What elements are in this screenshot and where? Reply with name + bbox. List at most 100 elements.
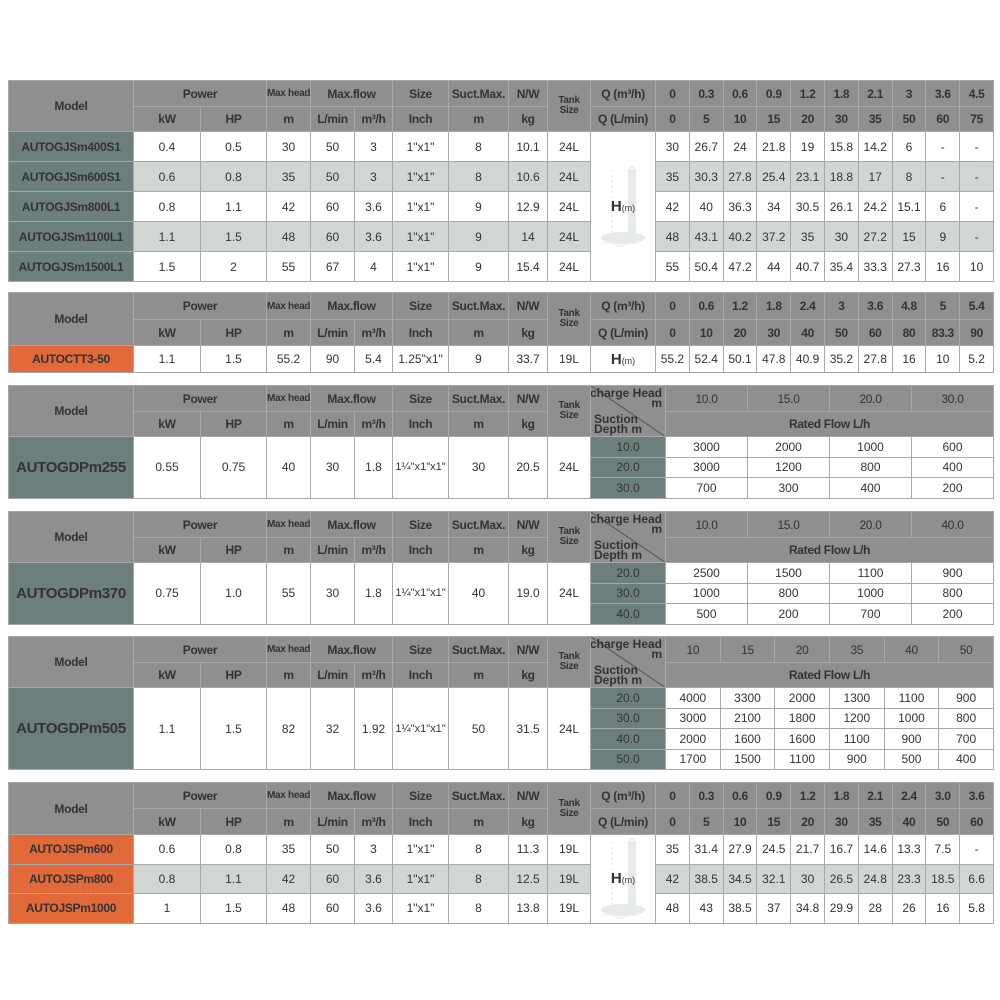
spec-suct-max: 8 xyxy=(448,893,510,924)
head-value: 44 xyxy=(756,251,792,282)
rated-flow-value: 1600 xyxy=(774,728,830,750)
head-value: 34.5 xyxy=(722,863,758,894)
header-power: Power xyxy=(132,385,268,412)
header-max-head: Max head xyxy=(266,385,312,412)
head-value: 23.1 xyxy=(790,161,825,192)
discharge-head-value: 30.0 xyxy=(911,385,995,412)
table-row: AUTOCTT3-50 1.1 1.5 55.2 90 5.4 1.25"x1" 9 33.7 1… xyxy=(8,345,994,373)
head-value: 38.5 xyxy=(722,893,758,924)
rated-flow-value: 2100 xyxy=(719,707,776,729)
subheader-inch: Inch xyxy=(392,537,450,563)
spec-flow-lmin: 67 xyxy=(310,251,356,282)
head-value: 6.6 xyxy=(959,863,994,894)
head-value: 35.4 xyxy=(824,251,859,282)
spec-nw: 12.5 xyxy=(508,863,549,894)
subheader-m3h: m³/h xyxy=(354,537,394,563)
spec-flow-lmin: 60 xyxy=(310,221,356,252)
q-lmin-value: 20 xyxy=(790,808,825,835)
header-size: Size xyxy=(392,80,450,107)
spec-nw: 19.0 xyxy=(508,562,549,625)
rated-flow-value: 500 xyxy=(665,603,749,625)
rated-flow-value: 800 xyxy=(911,582,995,604)
subheader-lmin: L/min xyxy=(310,537,356,563)
suction-depth-value: 40.0 xyxy=(590,603,667,625)
header-tank-size: Tank Size xyxy=(547,782,592,835)
subheader-m3h: m³/h xyxy=(354,808,394,835)
head-value: 17 xyxy=(857,161,893,192)
rated-flow-label: Rated Flow L/h xyxy=(665,411,995,437)
q-lmin-value: 0 xyxy=(655,106,690,132)
spec-tank: 19L xyxy=(547,893,592,924)
q-m3h-value: 4.5 xyxy=(959,80,994,107)
spec-table-4: Model Power Max head Max.flow Size Suct.Max. N… xyxy=(8,511,995,625)
header-max-flow: Max.flow xyxy=(310,636,394,663)
rated-flow-value: 1200 xyxy=(828,707,885,729)
spec-size: 1"x1" xyxy=(392,191,450,222)
spec-nw: 33.7 xyxy=(508,345,549,373)
model-name: AUTOGDPm370 xyxy=(8,562,134,625)
rated-flow-value: 800 xyxy=(829,456,913,478)
q-lmin-value: 30 xyxy=(824,106,859,132)
rated-flow-value: 800 xyxy=(747,582,831,604)
q-m3h-value: 1.2 xyxy=(722,292,758,320)
model-name: AUTOJSPm600 xyxy=(8,834,134,865)
spec-suct-max: 9 xyxy=(448,251,510,282)
subheader-kg: kg xyxy=(508,808,549,835)
q-lmin-value: 10 xyxy=(722,106,758,132)
q-m3h-value: 3 xyxy=(891,80,927,107)
head-value: 16 xyxy=(925,251,961,282)
head-value: 43.1 xyxy=(688,221,724,252)
model-name: AUTOCTT3-50 xyxy=(8,345,134,373)
head-value: 24.5 xyxy=(756,834,792,865)
subheader-kw: kW xyxy=(133,106,201,132)
discharge-head-value: 20.0 xyxy=(829,385,913,412)
q-lmin-value: 40 xyxy=(891,808,927,835)
head-value: 27.2 xyxy=(857,221,893,252)
head-label: H(m) xyxy=(590,834,657,924)
head-value: 40.7 xyxy=(790,251,825,282)
discharge-head-value: 15 xyxy=(719,636,776,663)
head-value: 35.2 xyxy=(824,345,859,373)
head-value: 50.1 xyxy=(722,345,758,373)
discharge-head-value: 15.0 xyxy=(747,385,831,412)
spec-suct-max: 9 xyxy=(448,191,510,222)
head-value: 26.1 xyxy=(824,191,859,222)
header-max-flow: Max.flow xyxy=(310,292,394,320)
head-value: 26.5 xyxy=(824,863,859,894)
head-value: 30 xyxy=(790,863,825,894)
suction-depth-value: 20.0 xyxy=(590,562,667,584)
spec-hp: 1.5 xyxy=(199,345,268,373)
rated-flow-value: 200 xyxy=(911,603,995,625)
table-row: AUTOGJSm600S1 0.6 0.8 35 50 3 1"x1" 8 10.6 24L 35 3… xyxy=(8,161,994,192)
rated-flow-label: Rated Flow L/h xyxy=(665,537,995,563)
head-value: 28 xyxy=(857,893,893,924)
table-row: AUTOGJSm1100L1 1.1 1.5 48 60 3.6 1"x1" 9 14 24L 48… xyxy=(8,221,994,252)
subheader-hp: HP xyxy=(199,808,268,835)
discharge-head-value: 15.0 xyxy=(747,511,831,538)
rated-flow-value: 1100 xyxy=(883,687,940,709)
rated-flow-value: 900 xyxy=(828,748,885,770)
table-row: 30.0 700 300 400 200 xyxy=(9,477,995,499)
rated-flow-value: 1000 xyxy=(829,582,913,604)
q-m3h-value: 3.6 xyxy=(959,782,994,809)
spec-nw: 12.9 xyxy=(508,191,549,222)
head-value: 24.8 xyxy=(857,863,893,894)
discharge-head-value: 10.0 xyxy=(665,385,749,412)
spec-kw: 0.6 xyxy=(133,834,201,865)
rated-flow-value: 3300 xyxy=(719,687,776,709)
q-m3h-value: 1.8 xyxy=(824,782,859,809)
header-tank-size: Tank Size xyxy=(547,636,592,688)
table-row: AUTOJSPm600 0.6 0.8 35 50 3 1"x1" 8 11.3 19L H(m) 3… xyxy=(8,834,994,924)
spec-nw: 20.5 xyxy=(508,436,549,499)
header-nw: N/W xyxy=(508,292,549,320)
head-value: 25.4 xyxy=(756,161,792,192)
head-value: 37 xyxy=(756,893,792,924)
head-value: - xyxy=(959,221,994,252)
head-value: 33.3 xyxy=(857,251,893,282)
q-lmin-value: 50 xyxy=(891,106,927,132)
subheader-m: m xyxy=(266,662,312,688)
rated-flow-value: 700 xyxy=(665,477,749,499)
